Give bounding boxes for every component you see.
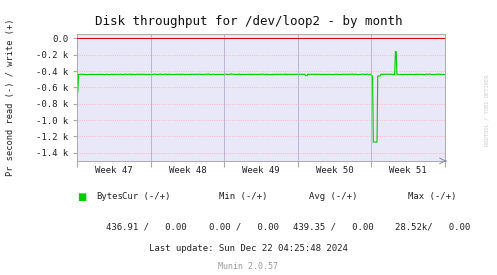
Text: Disk throughput for /dev/loop2 - by month: Disk throughput for /dev/loop2 - by mont… <box>95 15 402 28</box>
Text: 436.91 /   0.00: 436.91 / 0.00 <box>106 222 187 231</box>
Text: Avg (-/+): Avg (-/+) <box>309 192 357 201</box>
Text: Pr second read (-) / write (+): Pr second read (-) / write (+) <box>6 19 15 176</box>
Text: Munin 2.0.57: Munin 2.0.57 <box>219 262 278 271</box>
Text: RRDTOOL / TOBI OETIKER: RRDTOOL / TOBI OETIKER <box>485 74 490 146</box>
Text: Last update: Sun Dec 22 04:25:48 2024: Last update: Sun Dec 22 04:25:48 2024 <box>149 244 348 253</box>
Text: 28.52k/   0.00: 28.52k/ 0.00 <box>395 222 470 231</box>
Text: Bytes: Bytes <box>96 192 123 201</box>
Text: Max (-/+): Max (-/+) <box>408 192 457 201</box>
Text: Cur (-/+): Cur (-/+) <box>122 192 171 201</box>
Text: 0.00 /   0.00: 0.00 / 0.00 <box>209 222 278 231</box>
Text: ■: ■ <box>77 192 86 202</box>
Text: 439.35 /   0.00: 439.35 / 0.00 <box>293 222 373 231</box>
Text: Min (-/+): Min (-/+) <box>219 192 268 201</box>
